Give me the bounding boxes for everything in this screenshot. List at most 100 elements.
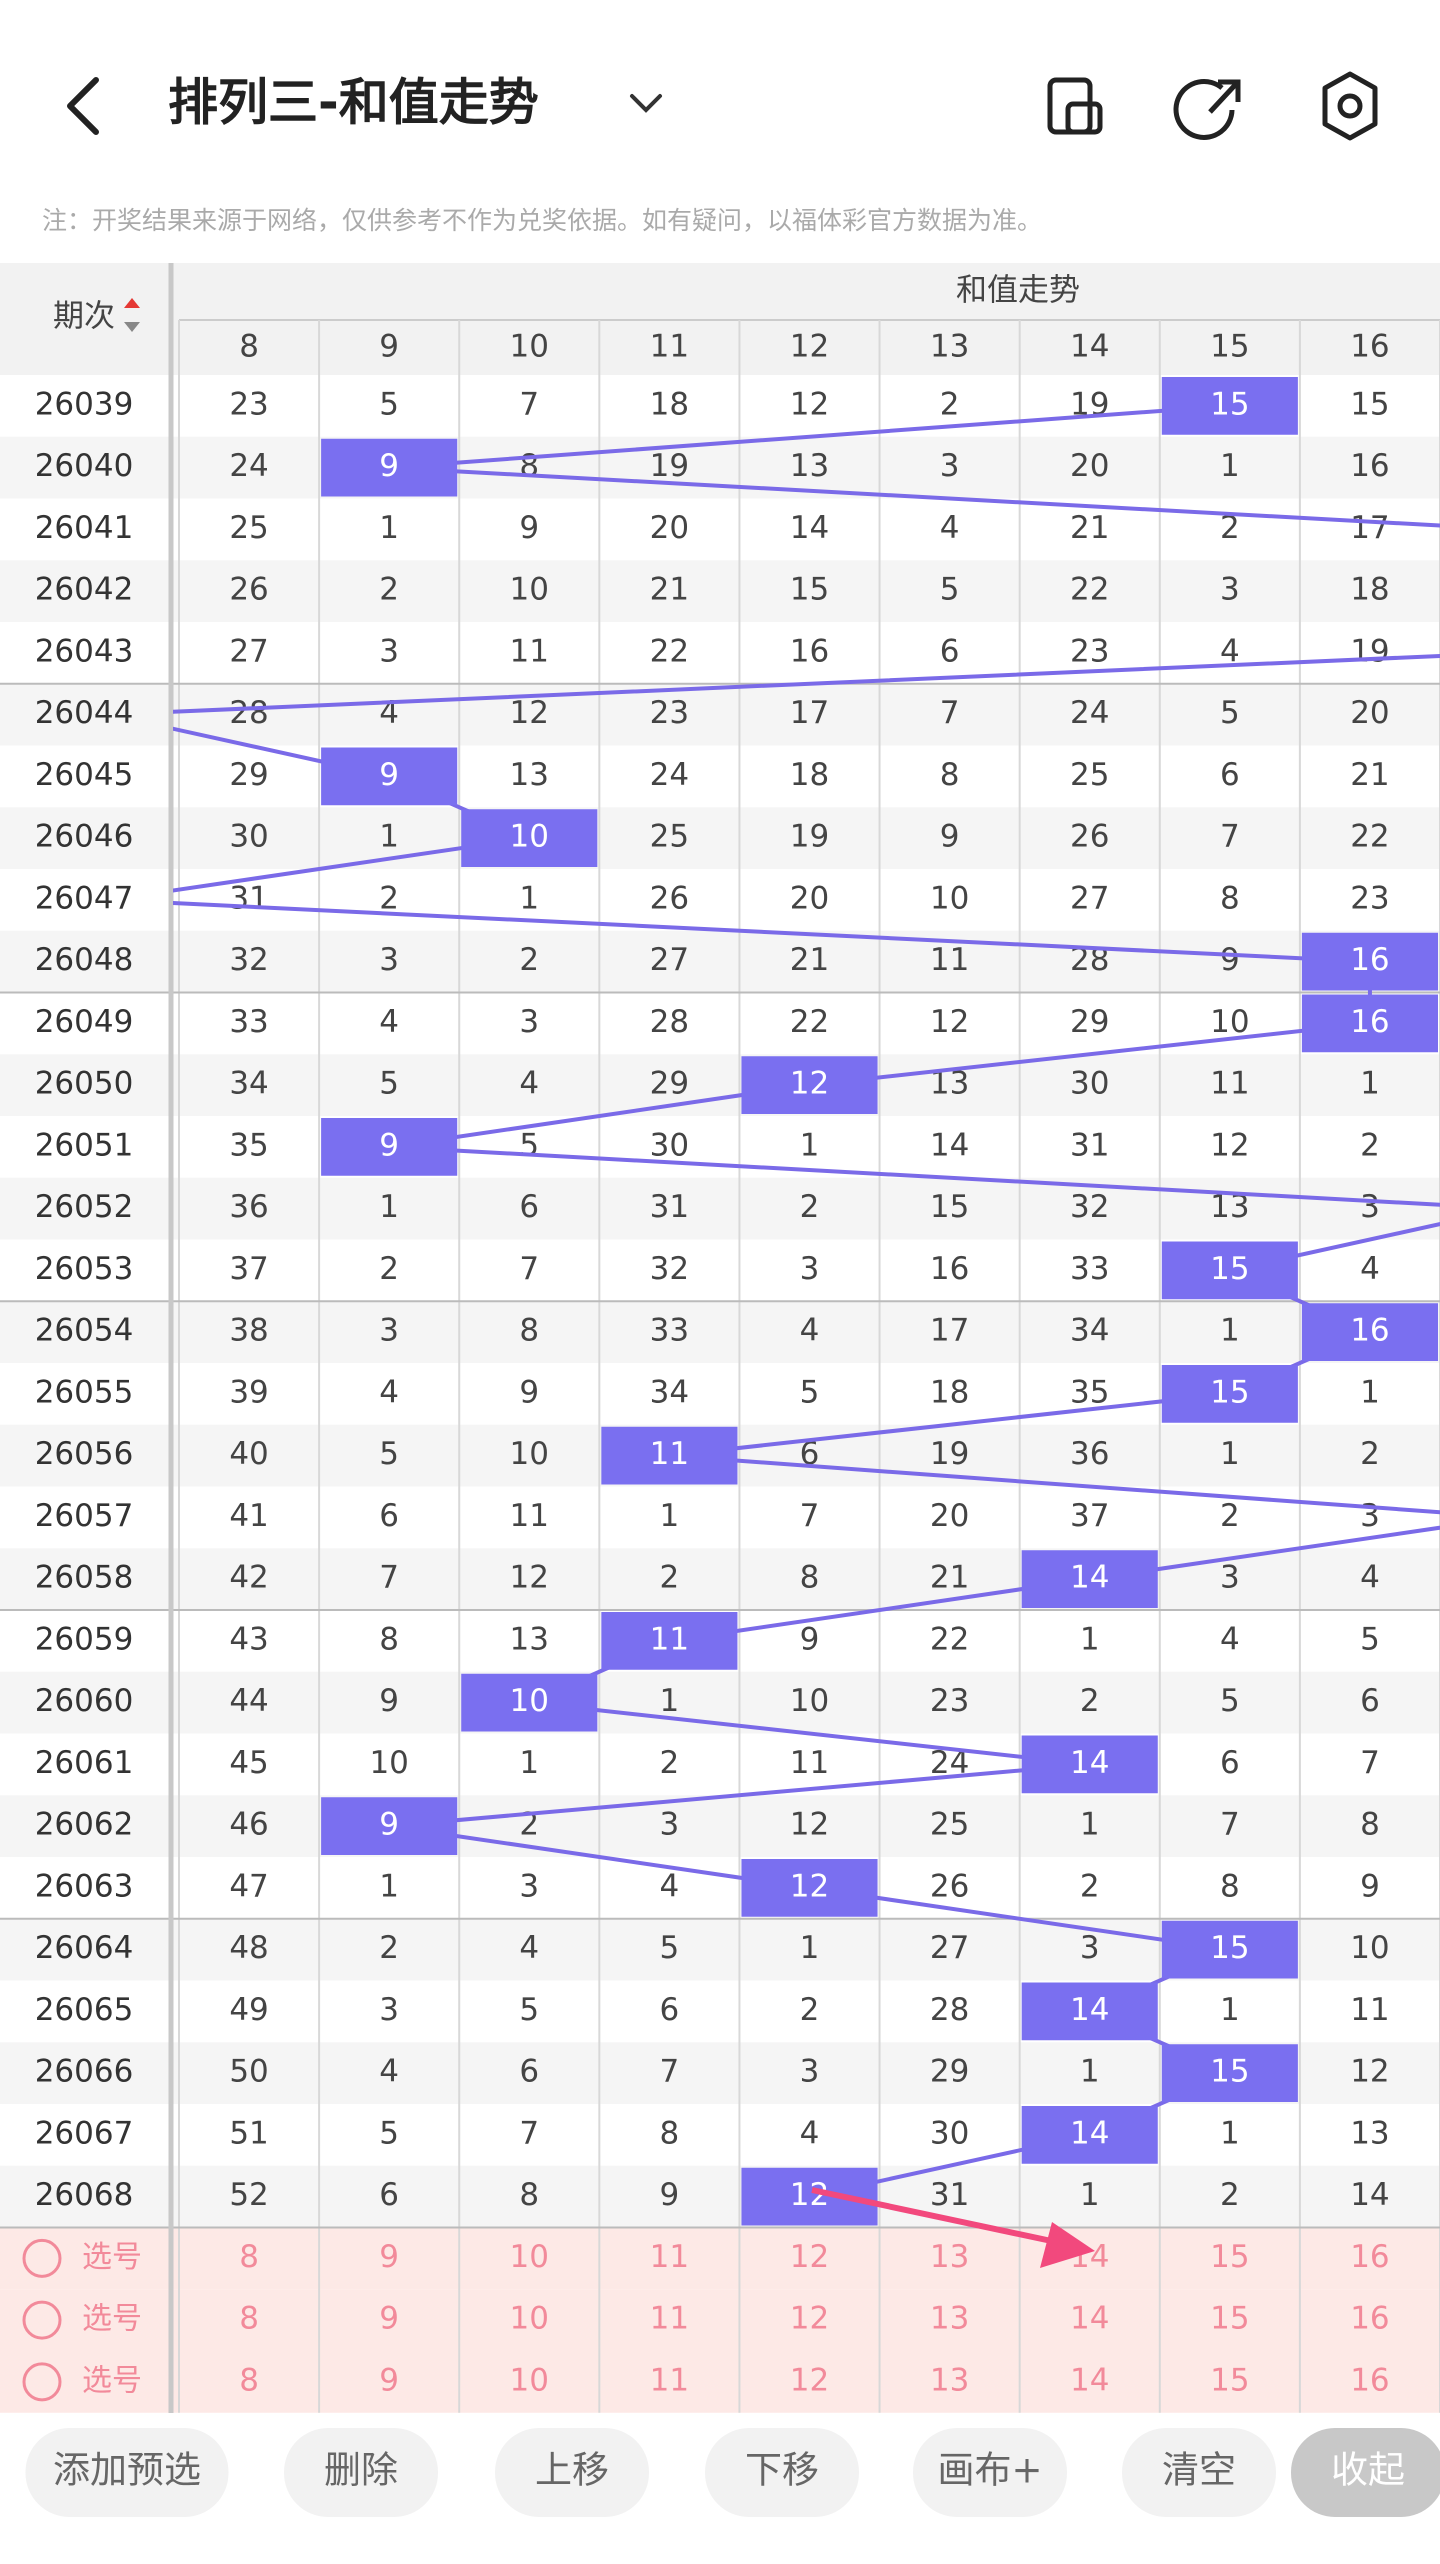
cell: 10 <box>1350 1930 1389 1966</box>
period: 26052 <box>35 1189 134 1225</box>
select-number[interactable]: 15 <box>1210 2301 1249 2337</box>
button[interactable] <box>25 2428 229 2517</box>
share-icon[interactable] <box>1173 79 1241 140</box>
cell: 35 <box>229 1127 268 1163</box>
cell: 19 <box>650 448 689 484</box>
select-number[interactable]: 12 <box>790 2301 829 2337</box>
select-number[interactable]: 12 <box>790 2239 829 2275</box>
cell: 1 <box>800 1930 820 1966</box>
button[interactable] <box>913 2428 1067 2517</box>
select-number[interactable]: 13 <box>930 2239 969 2275</box>
column-label: 14 <box>1070 329 1109 365</box>
title: 排列三-和值走势 <box>168 74 539 132</box>
hit-label: 14 <box>1070 2115 1109 2151</box>
cell: 18 <box>650 386 689 422</box>
select-radio[interactable] <box>22 2362 62 2402</box>
cell: 5 <box>379 1436 399 1472</box>
cell: 21 <box>790 942 829 978</box>
button-label: 清空 <box>1162 2449 1236 2492</box>
note: 注：开奖结果来源于网络，仅供参考不作为兑奖依据。如有疑问，以福体彩官方数据为准。 <box>42 206 1042 235</box>
hit-cell <box>741 1859 878 1917</box>
cell: 6 <box>1220 757 1240 793</box>
hit-cell <box>1301 932 1438 991</box>
select-number[interactable]: 9 <box>379 2301 399 2337</box>
period: 26061 <box>35 1745 134 1781</box>
cell: 3 <box>800 2054 820 2090</box>
cell: 9 <box>1220 942 1240 978</box>
select-number[interactable]: 8 <box>239 2362 259 2398</box>
select-number[interactable]: 9 <box>379 2239 399 2275</box>
select-number[interactable]: 10 <box>510 2301 549 2337</box>
cell: 4 <box>379 2054 399 2090</box>
cell: 9 <box>519 1374 539 1410</box>
select-number[interactable]: 15 <box>1210 2362 1249 2398</box>
cell: 18 <box>930 1374 969 1410</box>
cell: 36 <box>229 1189 268 1225</box>
settings-icon[interactable] <box>1322 71 1378 141</box>
cell: 17 <box>1350 510 1389 546</box>
select-number[interactable]: 14 <box>1070 2301 1109 2337</box>
cell: 6 <box>1360 1683 1380 1719</box>
select-radio[interactable] <box>22 2300 62 2340</box>
hit-cell <box>321 1118 458 1176</box>
select-number[interactable]: 13 <box>930 2301 969 2337</box>
hit-cell <box>321 438 458 497</box>
cell: 4 <box>379 1374 399 1410</box>
select-number[interactable]: 10 <box>510 2362 549 2398</box>
cell: 2 <box>1080 1868 1100 1904</box>
select-number[interactable]: 11 <box>650 2362 689 2398</box>
cell: 5 <box>379 1066 399 1102</box>
button[interactable] <box>705 2428 859 2517</box>
cell: 29 <box>650 1066 689 1102</box>
select-number[interactable]: 8 <box>239 2301 259 2337</box>
select-number[interactable]: 16 <box>1350 2362 1389 2398</box>
select-number[interactable]: 15 <box>1210 2239 1249 2275</box>
select-radio[interactable] <box>22 2238 62 2278</box>
button[interactable] <box>284 2428 438 2517</box>
period-header[interactable]: 期次 <box>53 299 115 335</box>
select-number[interactable]: 11 <box>650 2301 689 2337</box>
cell: 1 <box>800 1127 820 1163</box>
select-number[interactable]: 10 <box>510 2239 549 2275</box>
button[interactable] <box>495 2428 649 2517</box>
hit-cell <box>1161 1241 1298 1300</box>
row-bg <box>0 2351 1440 2413</box>
period: 26050 <box>35 1066 134 1102</box>
cell: 14 <box>790 510 829 546</box>
cell: 19 <box>930 1436 969 1472</box>
cell: 25 <box>229 510 268 546</box>
row-bg <box>0 622 1440 684</box>
row-bg <box>0 745 1440 808</box>
hit-label: 14 <box>1070 1745 1109 1781</box>
select-number[interactable]: 8 <box>239 2239 259 2275</box>
cell: 15 <box>1350 386 1389 422</box>
hit-label: 12 <box>790 1066 829 1102</box>
cell: 34 <box>229 1066 268 1102</box>
dropdown[interactable] <box>630 94 662 113</box>
select-number[interactable]: 14 <box>1070 2362 1109 2398</box>
row-bg <box>0 498 1440 561</box>
cell: 12 <box>510 1560 549 1596</box>
select-number[interactable]: 12 <box>790 2362 829 2398</box>
cell: 32 <box>229 942 268 978</box>
cell: 2 <box>1220 2177 1240 2213</box>
cell: 12 <box>790 1807 829 1843</box>
row-bg <box>0 1054 1440 1116</box>
cell: 1 <box>1360 1374 1380 1410</box>
select-number[interactable]: 16 <box>1350 2239 1389 2275</box>
cell: 8 <box>379 1621 399 1657</box>
cell: 52 <box>229 2177 268 2213</box>
period: 26047 <box>35 880 134 916</box>
select-number[interactable]: 13 <box>930 2362 969 2398</box>
select-number[interactable]: 16 <box>1350 2301 1389 2337</box>
cell: 7 <box>519 386 539 422</box>
hit-label: 14 <box>1070 1992 1109 2028</box>
cell: 1 <box>379 819 399 855</box>
button[interactable] <box>1291 2428 1440 2517</box>
button-label: 画布+ <box>937 2449 1042 2492</box>
select-number[interactable]: 9 <box>379 2362 399 2398</box>
button[interactable] <box>1122 2428 1276 2517</box>
select-number[interactable]: 11 <box>650 2239 689 2275</box>
back-button[interactable] <box>67 77 99 135</box>
period: 26044 <box>35 695 134 731</box>
